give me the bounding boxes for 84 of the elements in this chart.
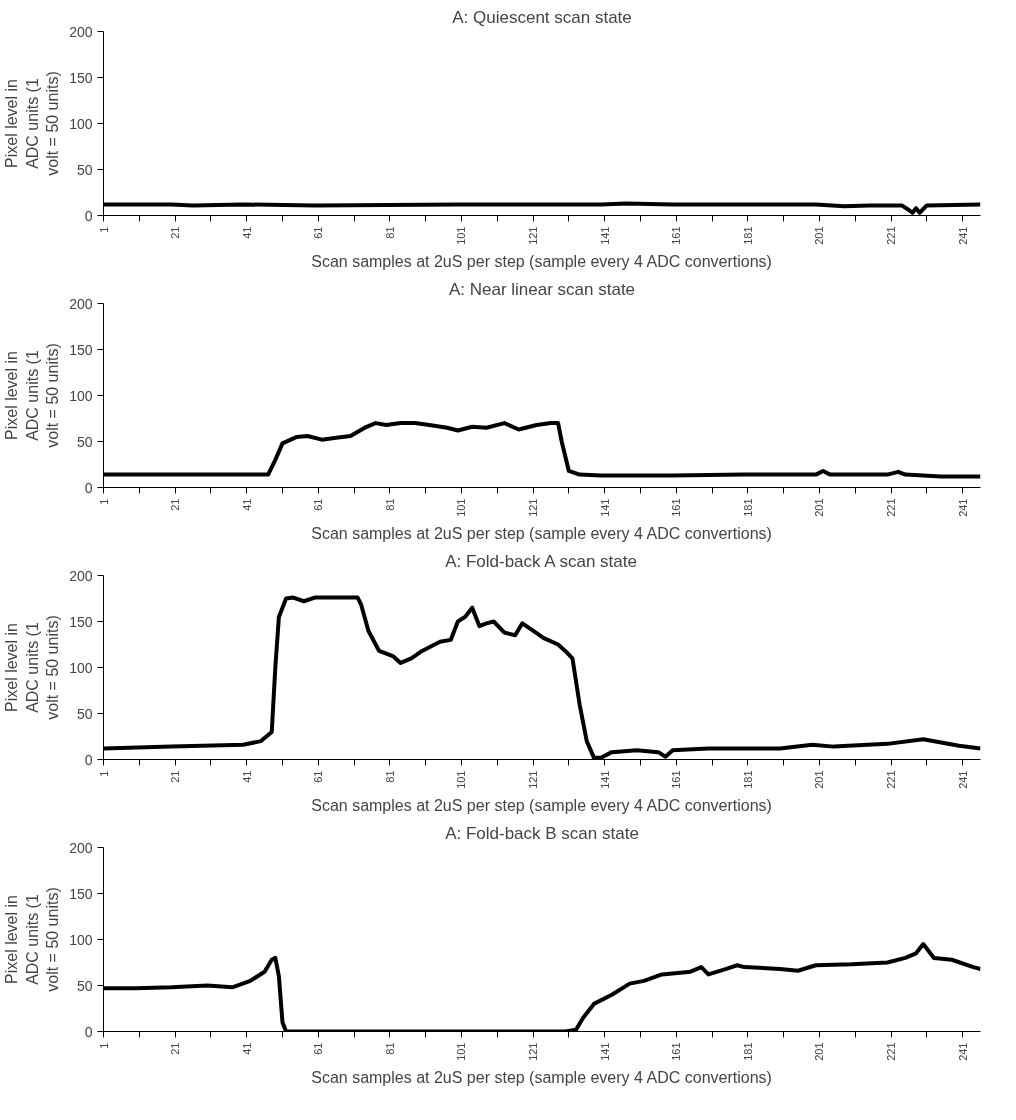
x-tick-label: 81 — [383, 1042, 396, 1055]
chart-title: A: Fold-back B scan state — [445, 823, 639, 843]
x-tick-label: 61 — [312, 1042, 325, 1055]
y-axis-title: Pixel level in ADC units (1 volt = 50 units) — [3, 343, 62, 448]
x-tick-label: 241 — [956, 498, 969, 517]
y-tick-label: 200 — [69, 295, 93, 312]
y-tick-label: 50 — [76, 977, 93, 994]
x-tick-label: 1 — [97, 770, 110, 777]
x-tick-label: 241 — [956, 1042, 969, 1061]
x-tick-label: 81 — [383, 226, 396, 239]
x-tick-label: 21 — [169, 226, 182, 239]
x-tick-label: 241 — [956, 226, 969, 245]
x-tick-label: 61 — [312, 498, 325, 511]
y-tick-label: 100 — [69, 931, 93, 948]
x-tick-label: 201 — [813, 498, 826, 517]
x-tick-label: 41 — [240, 498, 253, 511]
x-tick-label: 61 — [312, 226, 325, 239]
x-tick-label: 21 — [169, 498, 182, 511]
x-tick-label: 161 — [670, 770, 683, 789]
x-tick-label: 161 — [670, 226, 683, 245]
y-tick-label: 50 — [76, 433, 93, 450]
y-tick-label: 200 — [69, 567, 93, 584]
x-tick-label: 41 — [240, 226, 253, 239]
x-tick-label: 161 — [670, 498, 683, 517]
x-tick-label: 1 — [97, 1042, 110, 1049]
x-tick-label: 201 — [813, 226, 826, 245]
y-axis-title: Pixel level in ADC units (1 volt = 50 units) — [3, 71, 62, 176]
y-tick-label: 200 — [69, 839, 93, 856]
x-tick-label: 161 — [670, 1042, 683, 1061]
x-tick-label: 221 — [885, 498, 898, 517]
y-axis-title: Pixel level in ADC units (1 volt = 50 units) — [3, 615, 62, 720]
x-tick-label: 101 — [455, 1042, 468, 1061]
chart-title: A: Quiescent scan state — [452, 7, 632, 27]
x-axis-title: Scan samples at 2uS per step (sample every 4 ADC convertions) — [311, 524, 772, 542]
x-tick-label: 201 — [813, 770, 826, 789]
y-tick-label: 100 — [69, 387, 93, 404]
y-tick-label: 0 — [84, 1023, 93, 1040]
x-tick-label: 121 — [527, 498, 540, 517]
y-tick-label: 200 — [69, 23, 93, 40]
x-tick-label: 101 — [455, 770, 468, 789]
y-tick-label: 100 — [69, 115, 93, 132]
x-tick-label: 141 — [598, 226, 611, 245]
x-axis-title: Scan samples at 2uS per step (sample every 4 ADC convertions) — [311, 796, 772, 814]
x-tick-label: 181 — [741, 770, 754, 789]
y-tick-label: 0 — [84, 479, 93, 496]
x-tick-label: 121 — [527, 770, 540, 789]
x-tick-label: 41 — [240, 1042, 253, 1055]
y-tick-label: 50 — [76, 705, 93, 722]
x-tick-label: 121 — [527, 226, 540, 245]
y-tick-label: 150 — [69, 341, 93, 358]
x-tick-label: 221 — [885, 1042, 898, 1061]
x-tick-label: 61 — [312, 770, 325, 783]
y-tick-label: 0 — [84, 207, 93, 224]
x-tick-label: 21 — [169, 1042, 182, 1055]
x-tick-label: 101 — [455, 498, 468, 517]
x-tick-label: 201 — [813, 1042, 826, 1061]
y-tick-label: 50 — [76, 161, 93, 178]
x-tick-label: 1 — [97, 498, 110, 505]
y-axis-title: Pixel level in ADC units (1 volt = 50 units) — [3, 887, 62, 992]
y-tick-label: 150 — [69, 885, 93, 902]
x-tick-label: 141 — [598, 498, 611, 517]
x-tick-label: 21 — [169, 770, 182, 783]
x-tick-label: 241 — [956, 770, 969, 789]
x-tick-label: 141 — [598, 770, 611, 789]
y-tick-label: 150 — [69, 613, 93, 630]
x-tick-label: 221 — [885, 226, 898, 245]
y-tick-label: 0 — [84, 751, 93, 768]
x-tick-label: 141 — [598, 1042, 611, 1061]
x-tick-label: 181 — [741, 226, 754, 245]
chart-title: A: Near linear scan state — [448, 279, 636, 299]
x-tick-label: 41 — [240, 770, 253, 783]
x-tick-label: 1 — [97, 226, 110, 233]
chart-title: A: Fold-back A scan state — [445, 551, 637, 571]
x-tick-label: 181 — [741, 498, 754, 517]
x-axis-title: Scan samples at 2uS per step (sample every 4 ADC convertions) — [311, 1068, 772, 1086]
x-tick-label: 181 — [741, 1042, 754, 1061]
x-tick-label: 81 — [383, 498, 396, 511]
x-tick-label: 81 — [383, 770, 396, 783]
y-tick-label: 150 — [69, 69, 93, 86]
x-tick-label: 121 — [527, 1042, 540, 1061]
x-tick-label: 101 — [455, 226, 468, 245]
x-tick-label: 221 — [885, 770, 898, 789]
x-axis-title: Scan samples at 2uS per step (sample every 4 ADC convertions) — [311, 252, 772, 270]
y-tick-label: 100 — [69, 659, 93, 676]
